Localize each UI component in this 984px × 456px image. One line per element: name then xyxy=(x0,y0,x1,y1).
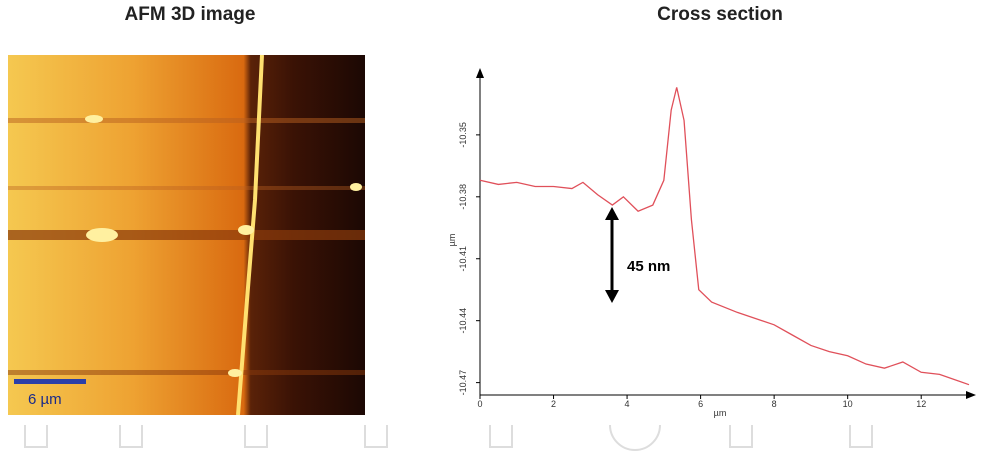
x-tick-label: 12 xyxy=(916,399,926,409)
y-tick-label: -10.35 xyxy=(458,122,468,148)
y-tick-label: -10.44 xyxy=(458,308,468,334)
annotation-arrowhead xyxy=(605,207,619,220)
y-tick-label: -10.47 xyxy=(458,370,468,396)
x-tick-label: 8 xyxy=(772,399,777,409)
particle xyxy=(238,225,254,235)
x-tick-label: 2 xyxy=(551,399,556,409)
x-tick-label: 4 xyxy=(625,399,630,409)
particle xyxy=(86,228,118,242)
step-edge xyxy=(236,54,264,416)
chart-title: Cross section xyxy=(657,4,783,25)
axis-arrow xyxy=(966,391,976,399)
axis-arrow xyxy=(476,68,484,78)
y-axis-label: µm xyxy=(447,234,457,247)
particle xyxy=(228,369,242,377)
particle xyxy=(350,183,362,191)
line-series xyxy=(479,87,970,386)
scan-line xyxy=(8,118,365,123)
scan-line xyxy=(8,370,365,375)
y-tick-label: -10.38 xyxy=(458,184,468,210)
watermark-shapes xyxy=(24,424,873,451)
scale-bar xyxy=(14,379,86,384)
particle xyxy=(85,115,103,123)
image-title: AFM 3D image xyxy=(125,4,256,25)
x-tick-label: 10 xyxy=(843,399,853,409)
x-tick-label: 0 xyxy=(477,399,482,409)
scan-line xyxy=(8,230,365,240)
scale-bar-label: 6 µm xyxy=(28,391,62,408)
annotation: 45 nm xyxy=(627,258,670,275)
y-tick-label: -10.41 xyxy=(458,246,468,272)
x-tick-label: 6 xyxy=(698,399,703,409)
x-axis-label: µm xyxy=(714,408,727,418)
watermark xyxy=(24,424,873,451)
annotation-arrowhead xyxy=(605,290,619,303)
chart: Cross section µm µm 45 nm -10.35 -10.38 -1… xyxy=(447,4,976,418)
scan-line xyxy=(8,186,365,190)
afm-image: 6 µm xyxy=(8,54,365,416)
